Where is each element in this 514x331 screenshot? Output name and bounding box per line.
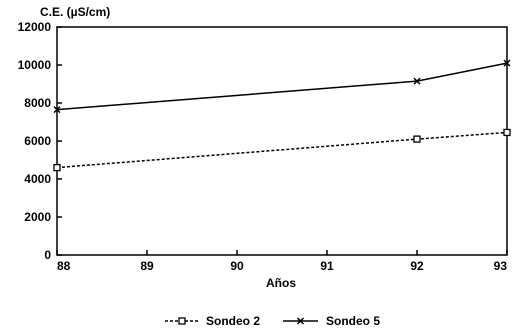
data-point-sondeo-5 xyxy=(53,106,61,114)
y-tick-label: 2000 xyxy=(24,210,51,224)
series-line-sondeo-2 xyxy=(56,131,508,169)
legend-item-sondeo-2: Sondeo 2 xyxy=(165,314,260,328)
y-tick-label: 0 xyxy=(44,248,51,262)
x-axis-title: Años xyxy=(266,276,296,290)
y-tick-label: 4000 xyxy=(24,172,51,186)
plot-frame xyxy=(56,26,508,256)
y-tick-label: 6000 xyxy=(24,134,51,148)
series-sondeo-2 xyxy=(53,128,511,172)
data-point-sondeo-2 xyxy=(53,163,61,172)
x-tick-label: 90 xyxy=(230,259,244,273)
series-layer xyxy=(53,59,511,172)
y-axis-ticks: 0 2000 4000 6000 8000 10000 12000 xyxy=(18,20,62,262)
x-tick-label: 89 xyxy=(140,259,154,273)
x-tick-label: 92 xyxy=(410,259,424,273)
y-tick-label: 10000 xyxy=(18,58,52,72)
legend-label-sondeo-5: Sondeo 5 xyxy=(326,314,380,328)
legend-item-sondeo-5: Sondeo 5 xyxy=(283,314,380,328)
legend-marker-sondeo-2 xyxy=(178,317,186,325)
x-axis-ticks: 88 89 90 91 92 93 xyxy=(56,250,508,273)
y-tick-label: 8000 xyxy=(24,96,51,110)
data-point-sondeo-5 xyxy=(413,77,421,85)
data-point-sondeo-2 xyxy=(413,135,421,143)
legend: Sondeo 2 Sondeo 5 xyxy=(165,314,380,328)
x-tick-label: 93 xyxy=(494,259,508,273)
plot-axes xyxy=(56,26,508,256)
series-line-sondeo-5 xyxy=(56,62,508,111)
y-axis-title: C.E. (µS/cm) xyxy=(40,5,110,19)
data-point-sondeo-2 xyxy=(503,128,511,137)
series-sondeo-5 xyxy=(53,59,511,114)
x-tick-label: 88 xyxy=(57,259,71,273)
x-tick-label: 91 xyxy=(320,259,334,273)
data-point-sondeo-5 xyxy=(503,59,511,67)
legend-label-sondeo-2: Sondeo 2 xyxy=(206,314,260,328)
legend-marker-sondeo-5 xyxy=(296,317,305,325)
y-tick-label: 12000 xyxy=(18,20,52,34)
